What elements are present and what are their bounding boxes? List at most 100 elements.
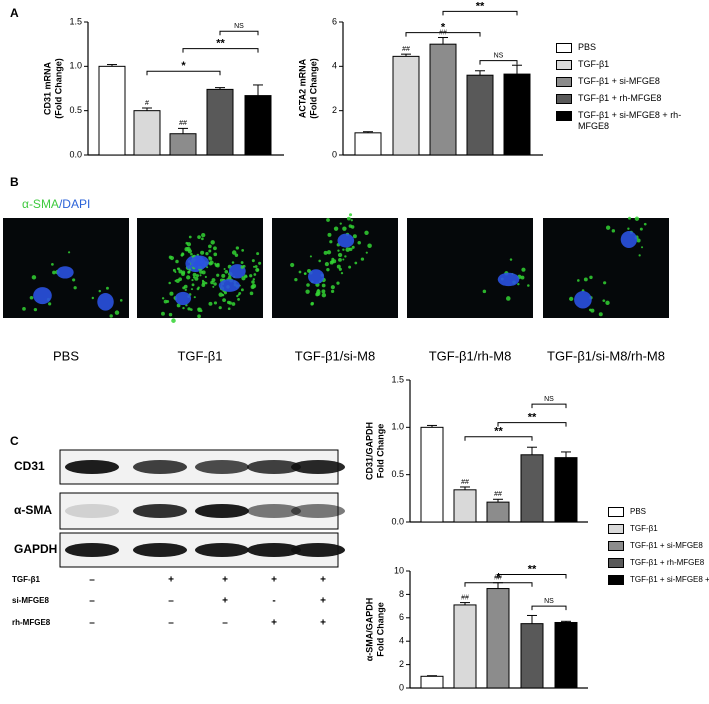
significance-label: * <box>441 22 446 34</box>
green-dot <box>235 246 240 250</box>
green-dot <box>517 282 520 286</box>
legend-entry: TGF-β1 <box>608 523 709 534</box>
significance-mark: ## <box>461 594 469 601</box>
nucleus <box>337 233 355 248</box>
green-dot <box>183 284 188 289</box>
treatment-sign: + <box>168 575 174 586</box>
nucleus <box>574 291 592 309</box>
green-dot <box>184 288 187 292</box>
bracket <box>464 582 533 587</box>
green-dot <box>224 269 229 274</box>
bracket <box>442 10 518 16</box>
green-dot <box>636 238 641 243</box>
bar <box>133 110 161 156</box>
green-dot <box>342 258 345 261</box>
green-dot <box>329 240 333 244</box>
green-dot <box>213 282 217 286</box>
green-dot <box>251 280 255 284</box>
legend: PBS TGF-β1 TGF-β1 + si-MFGE8 TGF-β1 + rh-MF… <box>608 506 709 591</box>
legend-label: TGF-β1 + si-MFGE8 + rh-MFGE8 <box>578 110 682 131</box>
green-dot <box>105 286 109 290</box>
bar <box>206 88 234 156</box>
green-dot <box>298 270 302 274</box>
significance-mark: ## <box>461 479 469 486</box>
significance-label: * <box>496 572 501 584</box>
bracket <box>146 70 221 76</box>
green-dot <box>590 308 595 313</box>
green-dot <box>628 216 631 220</box>
green-dot <box>321 289 326 294</box>
y-tick-label: 10 <box>394 565 404 575</box>
nucleus <box>308 269 325 284</box>
green-dot <box>210 280 214 285</box>
nucleus <box>33 287 52 305</box>
treatment-sign: + <box>320 596 326 607</box>
green-dot <box>603 281 607 285</box>
y-axis-label: Fold Change <box>375 602 385 657</box>
green-dot <box>163 299 168 304</box>
y-axis-label: ACTA2 mRNA <box>297 58 307 118</box>
panel-label: C <box>10 434 19 448</box>
legend-entry: TGF-β1 + si-MFGE8 + rh-MFGE8 <box>608 574 709 585</box>
legend-label: TGF-β1 + rh-MFGE8 <box>630 558 705 567</box>
panel-label: B <box>10 175 19 189</box>
green-dot <box>318 259 322 263</box>
treatment-sign: + <box>222 575 228 586</box>
legend-label: TGF-β1 <box>630 524 658 533</box>
green-dot <box>326 250 332 255</box>
y-tick-label: 6 <box>332 16 337 26</box>
green-dot <box>169 291 174 296</box>
bar <box>554 621 578 689</box>
green-dot <box>114 310 120 315</box>
green-dot <box>240 265 245 269</box>
green-dot <box>218 292 223 297</box>
bar <box>486 501 510 523</box>
blot-band <box>195 504 249 518</box>
green-dot <box>583 277 588 282</box>
legend-entry: TGF-β1 + si-MFGE8 <box>556 76 698 87</box>
bracket <box>219 30 259 36</box>
green-dot <box>251 259 255 263</box>
green-dot <box>188 268 191 271</box>
green-dot <box>527 284 530 287</box>
green-dot <box>197 314 201 319</box>
nucleus <box>190 255 209 269</box>
y-axis-label: CD31 mRNA <box>42 61 52 115</box>
green-dot <box>72 278 76 282</box>
blot-row-label: GAPDH <box>14 542 57 556</box>
legend-label: TGF-β1 + si-MFGE8 <box>630 541 703 550</box>
green-dot <box>338 267 342 271</box>
treatment-sign: – <box>89 575 95 586</box>
green-dot <box>195 274 200 278</box>
green-dot <box>253 273 257 276</box>
green-dot <box>365 251 368 254</box>
bar <box>420 675 444 689</box>
bar <box>486 588 510 689</box>
green-dot <box>251 283 257 289</box>
green-dot <box>321 292 327 298</box>
bracket <box>405 32 481 37</box>
image-label: TGF-β1/si-M8/rh-M8 <box>547 348 665 363</box>
bar <box>520 454 544 523</box>
green-dot <box>176 303 181 308</box>
green-dot <box>201 237 204 241</box>
green-dot <box>509 258 513 261</box>
treatment-sign: – <box>89 618 95 629</box>
y-axis-label: α-SMA/GAPDH <box>364 598 374 662</box>
green-dot <box>174 270 177 273</box>
legend-swatch <box>556 43 572 53</box>
green-dot <box>330 285 335 290</box>
green-dot <box>227 307 231 311</box>
green-dot <box>326 218 330 222</box>
treatment-sign: + <box>271 618 277 629</box>
legend-label: TGF-β1 <box>578 59 610 69</box>
y-tick-label: 1.5 <box>391 374 404 384</box>
y-axis-label: Fold Change <box>375 424 385 479</box>
green-dot <box>191 283 195 287</box>
image-label: TGF-β1/rh-M8 <box>429 348 512 363</box>
green-dot <box>186 242 192 247</box>
y-tick-label: 0 <box>332 149 337 159</box>
stain-green: α-SMA <box>22 197 59 211</box>
green-dot <box>197 235 201 239</box>
